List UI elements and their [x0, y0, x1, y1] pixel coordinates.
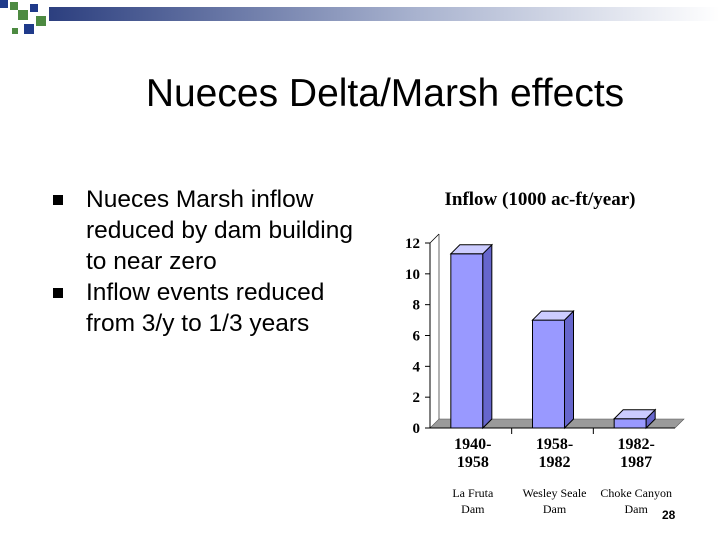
dam-label: Choke Canyon — [600, 486, 672, 500]
dam-label: Wesley Seale — [522, 486, 586, 500]
bullet-text: Nueces Marsh inflow reduced by dam build… — [86, 186, 353, 275]
deco-square — [30, 4, 38, 12]
page-number: 28 — [662, 508, 676, 522]
chart-title: Inflow (1000 ac-ft/year) — [444, 189, 635, 210]
deco-square — [10, 2, 18, 10]
bullet-item: Nueces Marsh inflow reduced by dam build… — [48, 184, 378, 277]
square-bullet-icon — [53, 195, 63, 205]
title-decoration-bar — [0, 0, 720, 34]
x-category-label: 1982 — [539, 454, 571, 471]
gradient-bar — [49, 7, 720, 21]
dam-label: Dam — [543, 502, 567, 516]
x-category-label: 1982- — [618, 436, 655, 453]
x-category-label: 1987 — [620, 454, 652, 471]
inflow-bar-chart: Inflow (1000 ac-ft/year)0246810121940-19… — [405, 189, 685, 516]
bar-top — [449, 244, 494, 255]
x-category-label: 1958- — [536, 436, 573, 453]
y-tick-label: 10 — [405, 267, 420, 283]
bar — [532, 319, 565, 429]
bar — [613, 418, 647, 429]
deco-square — [24, 24, 34, 34]
y-tick-label: 12 — [405, 236, 420, 252]
deco-square — [36, 16, 46, 26]
bullet-list: Nueces Marsh inflow reduced by dam build… — [48, 184, 378, 339]
bullet-item: Inflow events reduced from 3/y to 1/3 ye… — [48, 277, 378, 339]
axis-depth-line — [429, 233, 440, 244]
dam-label: Dam — [461, 502, 485, 516]
dam-label: La Fruta — [452, 486, 494, 500]
deco-square — [12, 28, 18, 34]
dam-label: Dam — [625, 502, 649, 516]
bar-side — [564, 309, 574, 430]
deco-square — [0, 0, 8, 8]
y-tick-label: 8 — [413, 298, 421, 314]
y-tick-label: 4 — [413, 359, 421, 375]
square-bullet-icon — [53, 288, 63, 298]
bullet-text: Inflow events reduced from 3/y to 1/3 ye… — [86, 279, 325, 337]
slide-title: Nueces Delta/Marsh effects — [145, 72, 625, 115]
y-tick-label: 6 — [413, 329, 421, 345]
y-tick-label: 0 — [413, 421, 421, 437]
deco-square — [18, 10, 28, 20]
x-category-label: 1940- — [454, 436, 491, 453]
y-tick-label: 2 — [413, 390, 421, 406]
bar-top — [612, 409, 657, 420]
bar-top — [531, 310, 575, 321]
bar — [450, 253, 484, 429]
bar-side — [482, 243, 493, 430]
x-category-label: 1958 — [457, 454, 489, 471]
